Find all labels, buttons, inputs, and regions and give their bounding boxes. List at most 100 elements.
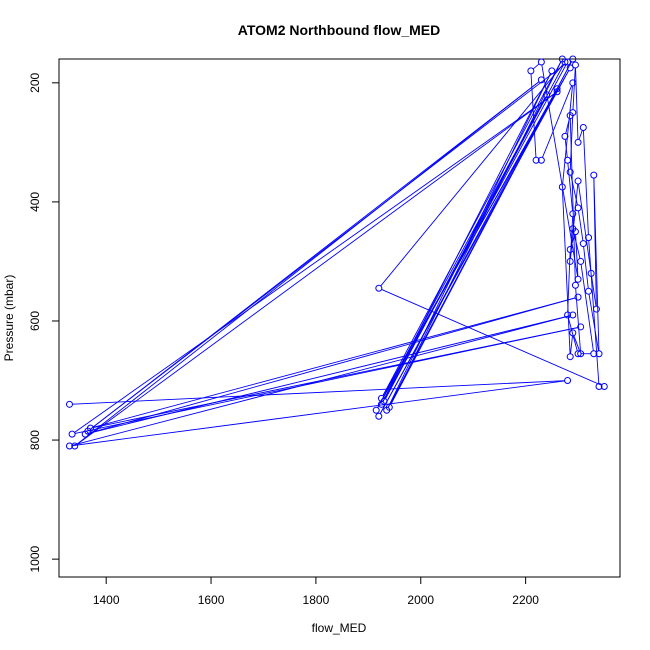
data-point: [566, 64, 574, 72]
series-segment: [541, 64, 579, 277]
plot-area-frame: [58, 58, 621, 578]
series-segment: [532, 63, 540, 70]
series-points: [65, 55, 608, 450]
series-segment: [377, 91, 557, 408]
series-segment: [567, 317, 578, 351]
data-point: [590, 350, 598, 358]
data-point: [579, 240, 587, 248]
series-segment: [583, 246, 589, 289]
data-point: [532, 156, 540, 164]
series-segment: [575, 288, 581, 351]
data-point: [574, 275, 582, 283]
series-segment: [87, 297, 576, 434]
series-segment: [76, 81, 540, 445]
data-point: [68, 430, 76, 438]
data-point: [375, 412, 383, 420]
series-segment: [578, 183, 592, 271]
data-point: [564, 377, 572, 385]
data-point: [564, 311, 572, 319]
data-point: [566, 246, 574, 254]
series-segment: [382, 61, 562, 396]
data-point: [380, 397, 388, 405]
series-segment: [72, 380, 565, 447]
series-segment: [380, 64, 564, 287]
series-segment: [93, 297, 576, 428]
series-segment: [530, 73, 537, 158]
data-point: [375, 284, 383, 292]
data-point: [537, 76, 545, 84]
data-point: [553, 88, 561, 96]
series-segment: [573, 335, 581, 352]
data-point: [585, 287, 593, 295]
series-segment: [570, 234, 576, 247]
data-point: [574, 204, 582, 212]
data-point: [553, 85, 561, 93]
data-point: [571, 281, 579, 289]
data-point: [569, 79, 577, 87]
data-point: [561, 58, 569, 66]
series-segment: [569, 118, 576, 283]
series-segment: [570, 183, 579, 259]
data-point: [65, 400, 73, 408]
data-point: [65, 442, 73, 450]
series-segment: [379, 91, 557, 414]
x-tick-label: 1800: [303, 593, 330, 607]
data-point: [585, 234, 593, 242]
series-segment: [72, 380, 565, 405]
x-tick-label: 1400: [93, 593, 120, 607]
series-segment: [588, 240, 600, 384]
series-segment: [542, 85, 573, 158]
data-point: [571, 61, 579, 69]
y-axis: 200 400 600 800 1000: [28, 72, 60, 572]
series-segment: [74, 327, 578, 434]
y-axis-label: Pressure (mbar): [2, 275, 16, 362]
series-segment: [573, 231, 581, 259]
series-segment: [591, 276, 597, 307]
y-tick-label: 800: [28, 430, 42, 450]
data-point: [577, 323, 585, 331]
data-point: [566, 257, 574, 265]
data-point: [537, 58, 545, 66]
x-axis: 1400 1600 1800 2000 2200: [93, 576, 539, 607]
data-point: [558, 183, 566, 191]
series-segment: [582, 130, 589, 235]
data-point: [600, 382, 608, 390]
series-segment: [572, 67, 576, 110]
data-point: [564, 58, 572, 66]
data-point: [566, 353, 574, 361]
data-point: [574, 177, 582, 185]
data-point: [527, 67, 535, 75]
series-segment: [588, 294, 599, 351]
series-segment: [575, 67, 579, 140]
data-point: [564, 156, 572, 164]
series-segment: [570, 335, 573, 354]
data-point: [561, 132, 569, 140]
data-point: [577, 350, 585, 358]
data-point: [574, 293, 582, 301]
series-segment: [567, 252, 571, 313]
data-point: [579, 123, 587, 131]
data-point: [569, 329, 577, 337]
x-tick-label: 1600: [198, 593, 225, 607]
data-point: [592, 305, 600, 313]
series-segment: [74, 93, 555, 433]
data-point: [569, 311, 577, 319]
chart-title: ATOM2 Northbound flow_MED: [238, 22, 440, 38]
data-point: [566, 112, 574, 120]
series-segment: [569, 216, 574, 259]
data-point: [385, 403, 393, 411]
x-tick-label: 2000: [407, 593, 434, 607]
series-segment: [578, 210, 584, 241]
data-point: [569, 55, 577, 63]
data-point: [569, 225, 577, 233]
data-point: [372, 406, 380, 414]
y-tick-label: 200: [28, 72, 42, 92]
y-tick-label: 400: [28, 192, 42, 212]
series-segment: [381, 289, 602, 386]
series-lines: [72, 61, 602, 447]
data-point: [587, 269, 595, 277]
data-point: [84, 427, 92, 435]
series-segment: [567, 163, 573, 211]
x-tick-label: 2200: [512, 593, 539, 607]
